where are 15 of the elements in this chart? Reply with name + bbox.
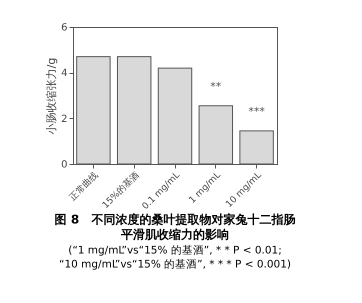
y-tick-label: 4: [61, 68, 68, 80]
y-tick-label: 0: [61, 160, 68, 170]
bar: [158, 68, 192, 164]
y-tick-label: 2: [61, 114, 68, 125]
annotation: ***: [248, 104, 266, 118]
y-axis-title: 小肠收缩张力/g: [45, 58, 58, 134]
annotation: **: [210, 80, 222, 93]
bar: [116, 56, 152, 164]
x-tick-label: 正常曲线: [67, 170, 100, 204]
bar: [76, 56, 111, 164]
text: 图 8 不同浓度的桑叶提取物对家兔十二指肠平滑肌收缩力的影响: [54, 212, 296, 242]
y-tick-label: 6: [61, 22, 68, 34]
bar: [239, 130, 274, 164]
bar: [198, 105, 234, 164]
text: (“1 mg/mL”vs“15% 的基酒”, * * P < 0.01; “10 mg/mL”vs“15% 的基酒”, * * * P < 0.001): [59, 244, 291, 271]
